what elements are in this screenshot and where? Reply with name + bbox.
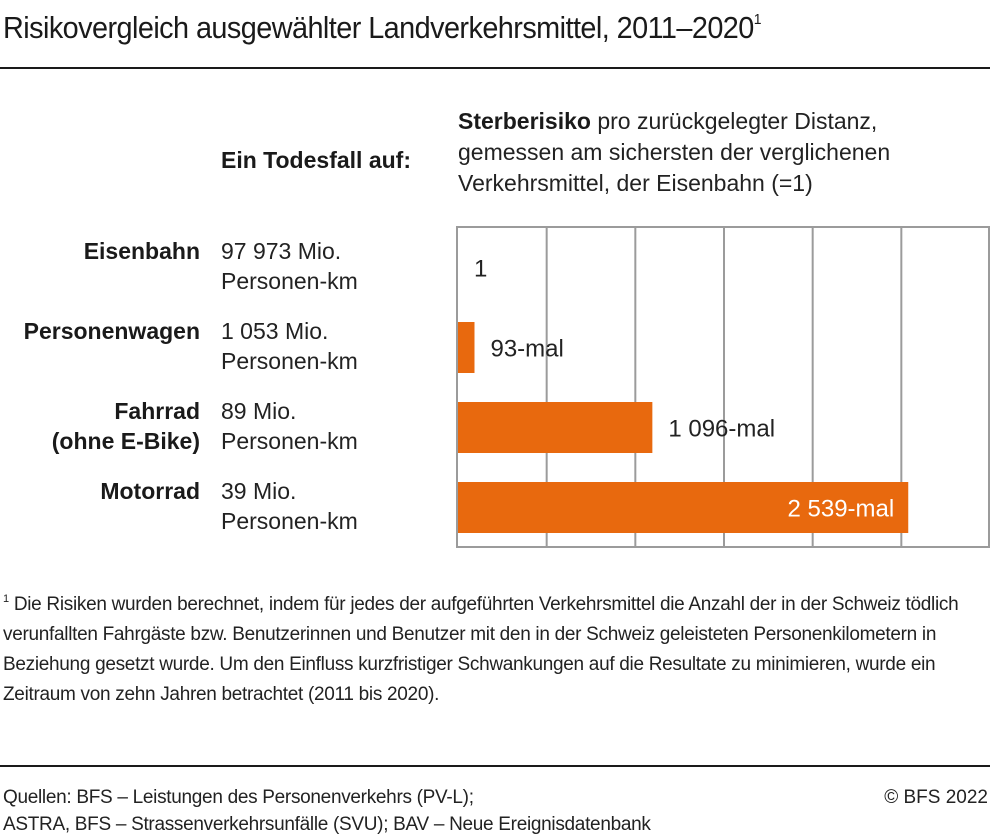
row-value-line1: 89 Mio. [221, 398, 297, 424]
column-header: Ein Todesfall auf: [221, 147, 411, 173]
row-label-line: Fahrrad [114, 398, 200, 424]
data-label: 2 539-mal [788, 496, 895, 523]
footnote-text: Die Risiken wurden berechnet, indem für … [3, 594, 959, 705]
sources-line2: ASTRA, BFS – Strassenverkehrsunfälle (SV… [3, 814, 651, 835]
footnote: 1 Die Risiken wurden berechnet, indem fü… [3, 584, 988, 710]
row-label-personenwagen: Personenwagen [24, 316, 200, 346]
title-text: Risikovergleich ausgewählter Landverkehr… [3, 10, 754, 45]
row-value-line1: 39 Mio. [221, 478, 297, 504]
row-value-line2: Personen-km [221, 428, 358, 454]
row-label-line: Personenwagen [23, 318, 200, 344]
row-value-line1: 97 973 Mio. [221, 238, 342, 264]
data-label: 1 096-mal [668, 416, 775, 443]
bar [458, 402, 653, 453]
top-divider [0, 67, 990, 69]
row-value-motorrad: 39 Mio. Personen-km [221, 476, 358, 536]
chart-header-rest: pro zurückgelegter Distanz, gemessen am … [458, 108, 891, 196]
row-label-fahrrad: Fahrrad (ohne E-Bike) [52, 396, 200, 456]
copyright: © BFS 2022 [884, 787, 988, 808]
bar [458, 322, 475, 373]
row-label-motorrad: Motorrad [100, 476, 200, 506]
chart-title: Risikovergleich ausgewählter Landverkehr… [3, 10, 762, 46]
row-value-fahrrad: 89 Mio. Personen-km [221, 396, 358, 456]
row-value-eisenbahn: 97 973 Mio. Personen-km [221, 236, 358, 296]
row-label-line2: (ohne E-Bike) [51, 428, 200, 454]
sources-line1: Quellen: BFS – Leistungen des Personenve… [3, 787, 474, 808]
chart-header: Sterberisiko pro zurückgelegter Distanz,… [458, 106, 988, 199]
row-label-line: Eisenbahn [83, 238, 200, 264]
data-label: 1 [474, 256, 487, 283]
bottom-divider [0, 765, 990, 767]
row-value-line2: Personen-km [221, 348, 358, 374]
footnote-marker: 1 [3, 593, 9, 605]
row-value-line2: Personen-km [221, 508, 358, 534]
sources: Quellen: BFS – Leistungen des Personenve… [3, 784, 651, 838]
row-value-personenwagen: 1 053 Mio. Personen-km [221, 316, 358, 376]
title-footnote-marker: 1 [753, 11, 762, 28]
row-value-line2: Personen-km [221, 268, 358, 294]
bar [458, 482, 909, 533]
row-value-line1: 1 053 Mio. [221, 318, 329, 344]
chart-header-bold: Sterberisiko [458, 108, 591, 134]
row-label-line: Motorrad [100, 478, 200, 504]
row-label-eisenbahn: Eisenbahn [84, 236, 200, 266]
plot-frame [456, 226, 990, 548]
data-label: 93-mal [490, 336, 563, 363]
